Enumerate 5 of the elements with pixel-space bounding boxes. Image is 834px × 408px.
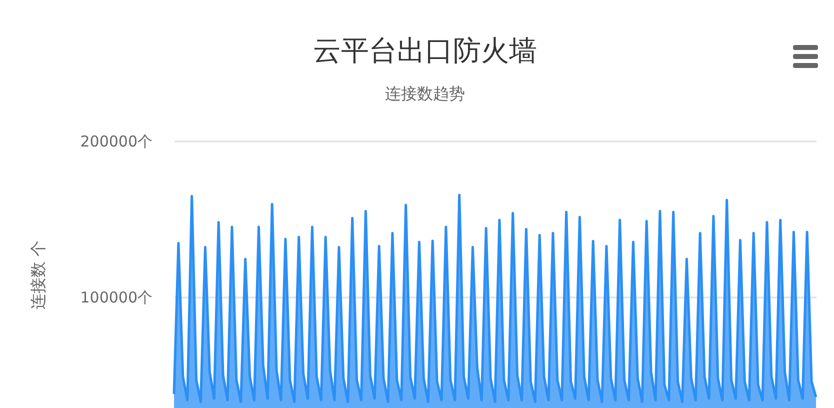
chart-subtitle: 连接数趋势 (385, 84, 465, 103)
y-tick-label: 200000个 (80, 132, 152, 150)
chart-title: 云平台出口防火墙 (313, 34, 537, 67)
y-axis-title: 连接数 个 (28, 240, 48, 310)
y-tick-label: 100000个 (80, 288, 152, 307)
